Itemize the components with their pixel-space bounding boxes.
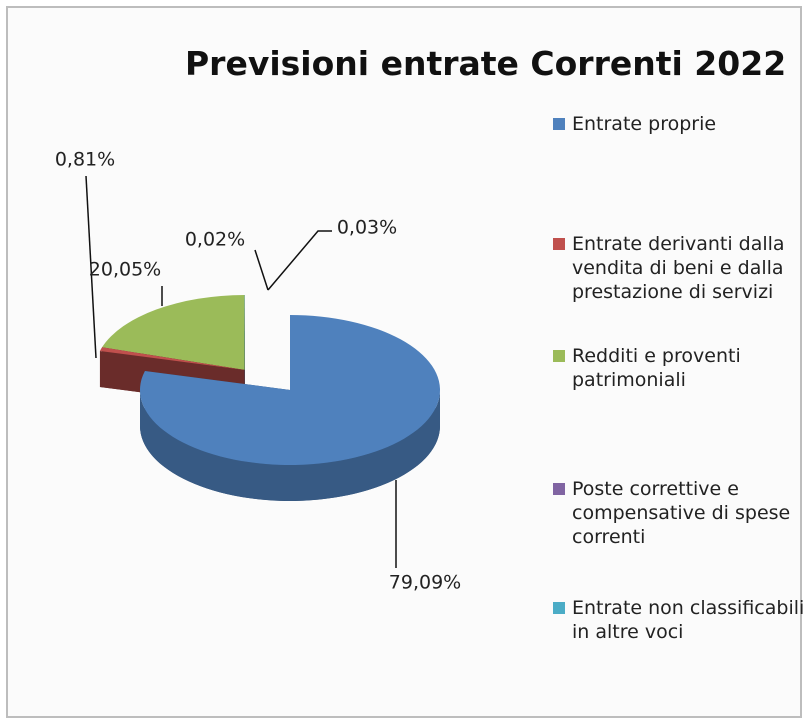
legend-item: Poste correttive e compensative di spese… (553, 477, 808, 549)
data-label: 0,02% (185, 229, 245, 251)
legend-label: Entrate non classificabili in altre voci (572, 597, 805, 643)
legend-label: Poste correttive e compensative di spese… (572, 478, 791, 548)
legend-swatch (553, 483, 565, 495)
leader-line (267, 230, 332, 291)
slice (99, 347, 245, 370)
legend-item: Redditi e proventi patrimoniali (553, 344, 808, 392)
data-label: 79,09% (389, 572, 461, 594)
legend-swatch (553, 350, 565, 362)
legend-swatch (553, 118, 565, 130)
legend-label: Entrate derivanti dalla vendita di beni … (572, 233, 785, 303)
legend-swatch (553, 602, 565, 614)
legend-item: Entrate non classificabili in altre voci (553, 596, 808, 644)
chart-title: Previsioni entrate Correnti 2022 (185, 44, 787, 83)
legend-item: Entrate derivanti dalla vendita di beni … (553, 232, 808, 304)
leader-line (85, 175, 97, 359)
data-label: 20,05% (89, 259, 161, 281)
leader-line (254, 249, 269, 291)
slice (139, 315, 440, 466)
legend-swatch (553, 238, 565, 250)
legend-item: Entrate proprie (553, 112, 808, 136)
legend-label: Entrate proprie (572, 113, 717, 135)
slice (102, 295, 245, 370)
legend-label: Redditi e proventi patrimoniali (572, 345, 741, 391)
data-label: 0,81% (55, 149, 115, 171)
data-label: 0,03% (337, 217, 397, 239)
slice-side (140, 390, 440, 501)
